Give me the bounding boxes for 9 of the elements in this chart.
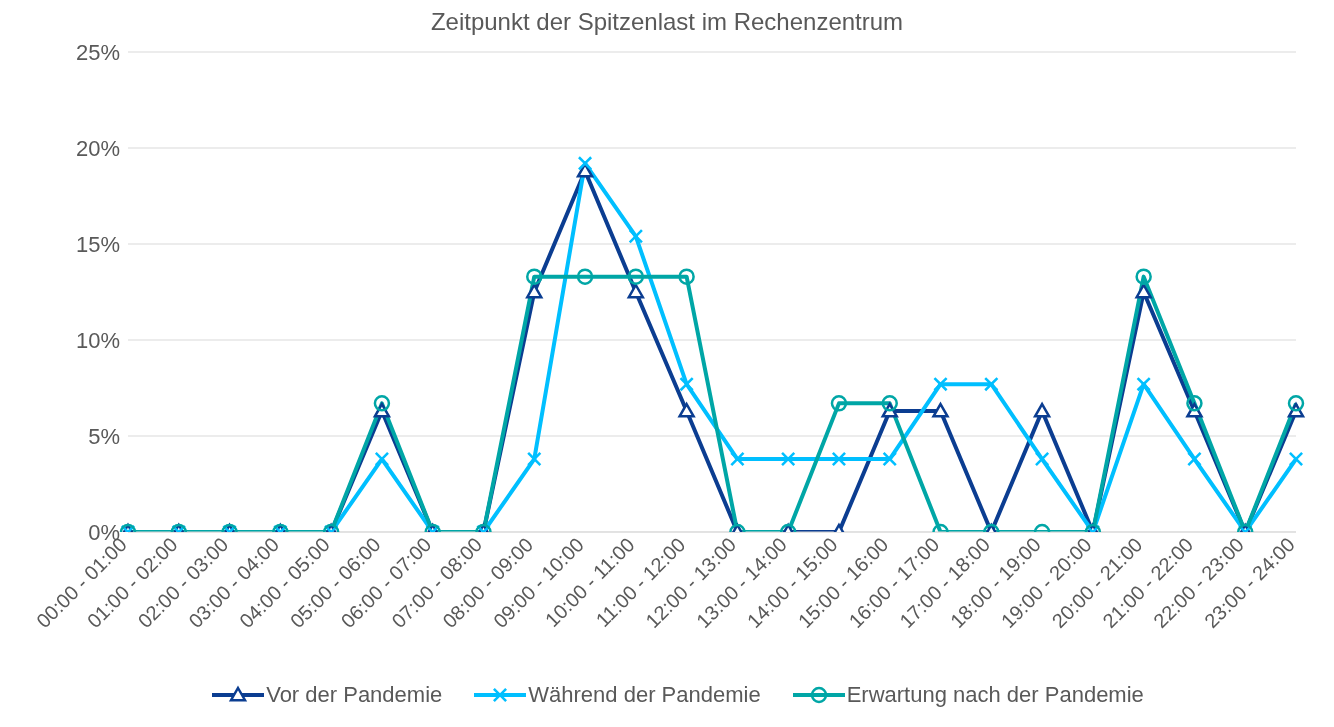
y-tick-label: 15% [75,231,120,257]
legend-label: Erwartung nach der Pandemie [846,682,1144,708]
y-tick-label: 20% [75,135,120,161]
y-tick-label: 25% [75,39,120,65]
chart-title: Zeitpunkt der Spitzenlast im Rechenzentrum [429,8,905,37]
y-tick-label: 5% [88,423,120,449]
y-tick-label: 10% [75,327,120,353]
legend-label: Vor der Pandemie [266,682,443,708]
legend-label: Während der Pandemie [528,682,761,708]
